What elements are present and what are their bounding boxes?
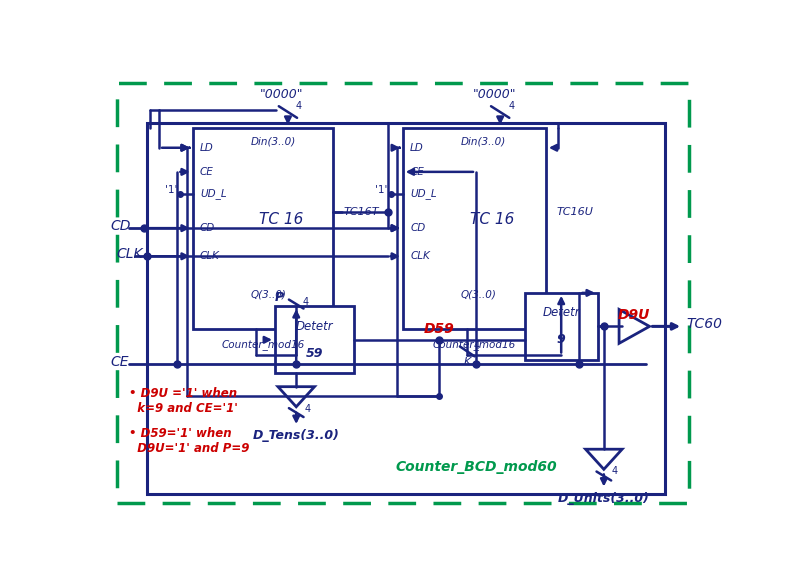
Bar xyxy=(147,123,665,494)
Text: • D9U ='1' when
  k=9 and CE='1': • D9U ='1' when k=9 and CE='1' xyxy=(129,387,237,415)
Text: D_Tens(3..0): D_Tens(3..0) xyxy=(253,429,340,442)
Text: Counter_mod16: Counter_mod16 xyxy=(433,339,516,350)
Text: Din(3..0): Din(3..0) xyxy=(251,137,296,147)
Text: CLK: CLK xyxy=(410,251,430,261)
Bar xyxy=(403,128,546,329)
Text: CLK: CLK xyxy=(116,247,143,261)
Text: Q(3..0): Q(3..0) xyxy=(461,289,497,299)
Bar xyxy=(275,306,354,374)
Text: TC 16: TC 16 xyxy=(259,212,303,227)
Text: Detetr: Detetr xyxy=(542,306,580,320)
Text: 9: 9 xyxy=(556,334,566,346)
Text: K: K xyxy=(464,357,471,367)
Text: D_Units(3..0): D_Units(3..0) xyxy=(558,492,650,505)
Text: Q(3..0): Q(3..0) xyxy=(251,289,286,299)
Text: 59: 59 xyxy=(306,347,323,360)
Text: UD_L: UD_L xyxy=(200,188,226,200)
Text: Detetr: Detetr xyxy=(296,320,333,333)
Text: Counter_mod16: Counter_mod16 xyxy=(221,339,304,350)
Bar xyxy=(525,293,597,360)
Text: Din(3..0): Din(3..0) xyxy=(461,137,506,147)
Text: LD: LD xyxy=(200,143,214,153)
Text: CE: CE xyxy=(410,167,424,177)
Text: UD_L: UD_L xyxy=(410,188,437,200)
Text: D59: D59 xyxy=(424,322,455,336)
Text: LD: LD xyxy=(410,143,424,153)
Bar xyxy=(193,128,332,329)
Text: TC16T: TC16T xyxy=(343,207,379,217)
Text: CE: CE xyxy=(200,167,214,177)
Text: • D59='1' when
  D9U='1' and P=9: • D59='1' when D9U='1' and P=9 xyxy=(129,427,249,455)
Text: TC 16: TC 16 xyxy=(471,212,515,227)
Text: "0000": "0000" xyxy=(260,88,303,101)
Text: CD: CD xyxy=(110,219,130,233)
Text: D9U: D9U xyxy=(618,308,651,322)
Text: CLK: CLK xyxy=(200,251,220,261)
Text: Counter_BCD_mod60: Counter_BCD_mod60 xyxy=(395,460,556,474)
Text: P: P xyxy=(275,291,284,304)
Text: '1': '1' xyxy=(165,186,178,195)
Text: CD: CD xyxy=(410,223,425,233)
Text: 4: 4 xyxy=(473,342,479,351)
Text: 4: 4 xyxy=(296,102,302,111)
Text: 4: 4 xyxy=(304,404,310,414)
Text: CE: CE xyxy=(110,355,129,369)
Text: "0000": "0000" xyxy=(472,88,516,101)
Text: TC60: TC60 xyxy=(686,317,722,331)
Text: 4: 4 xyxy=(612,466,618,476)
Text: 4: 4 xyxy=(508,102,514,111)
Text: 4: 4 xyxy=(303,297,308,307)
Text: TC16U: TC16U xyxy=(557,207,593,217)
Text: '1': '1' xyxy=(375,186,387,195)
Text: CD: CD xyxy=(200,223,215,233)
